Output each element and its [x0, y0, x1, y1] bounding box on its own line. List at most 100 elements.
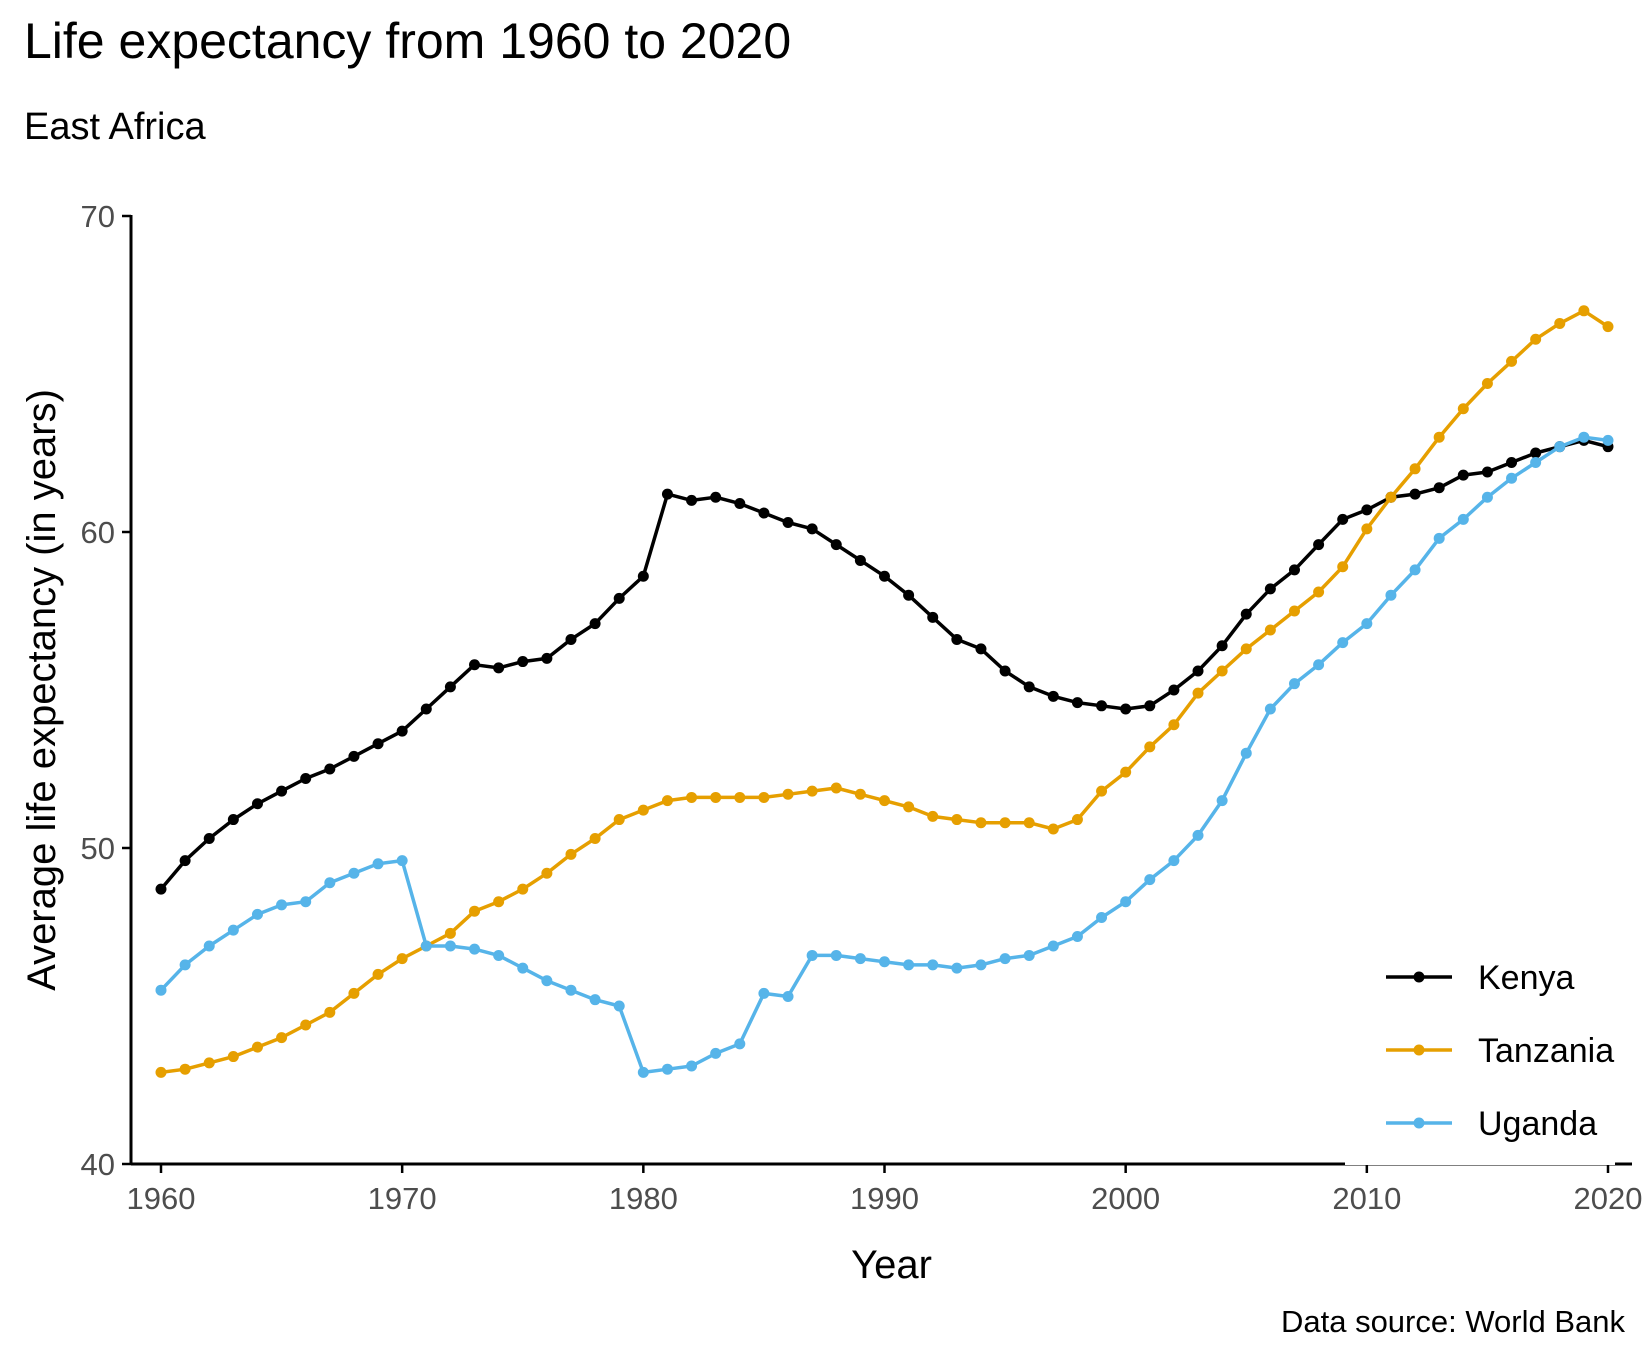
- data-point-uganda: [1506, 472, 1518, 484]
- data-point-uganda: [1023, 949, 1035, 961]
- y-tick-label: 50: [81, 831, 115, 866]
- data-point-tanzania: [758, 791, 770, 803]
- data-point-kenya: [975, 643, 987, 655]
- data-point-uganda: [806, 949, 818, 961]
- data-point-uganda: [1144, 874, 1156, 886]
- data-point-kenya: [686, 494, 698, 506]
- y-tick-label: 60: [81, 515, 115, 550]
- data-point-tanzania: [975, 817, 987, 829]
- data-point-kenya: [1337, 513, 1349, 525]
- data-point-tanzania: [493, 896, 505, 908]
- chart-caption: Data source: World Bank: [1281, 1304, 1626, 1339]
- data-point-kenya: [324, 763, 336, 775]
- data-point-tanzania: [1337, 561, 1349, 573]
- data-point-tanzania: [203, 1057, 215, 1069]
- data-point-uganda: [951, 962, 963, 974]
- x-tick-label: 1990: [850, 1181, 919, 1216]
- x-tick-label: 1960: [127, 1181, 196, 1216]
- data-point-kenya: [589, 618, 601, 630]
- data-point-tanzania: [1385, 491, 1397, 503]
- data-point-tanzania: [1023, 817, 1035, 829]
- data-point-kenya: [1530, 447, 1542, 459]
- data-point-kenya: [469, 659, 481, 671]
- data-point-tanzania: [903, 801, 915, 813]
- data-point-kenya: [1409, 488, 1421, 500]
- data-point-tanzania: [1602, 321, 1614, 333]
- data-point-tanzania: [1409, 463, 1421, 475]
- data-point-kenya: [637, 570, 649, 582]
- data-point-tanzania: [1288, 605, 1300, 617]
- data-point-kenya: [276, 785, 288, 797]
- data-point-kenya: [1433, 482, 1445, 494]
- data-point-kenya: [1071, 697, 1083, 709]
- legend-label: Kenya: [1478, 959, 1574, 997]
- legend-label: Tanzania: [1478, 1032, 1614, 1070]
- data-point-tanzania: [276, 1032, 288, 1044]
- data-point-tanzania: [396, 953, 408, 965]
- data-point-tanzania: [1554, 317, 1566, 329]
- data-point-kenya: [734, 498, 746, 510]
- data-point-uganda: [1554, 441, 1566, 453]
- data-point-tanzania: [1578, 305, 1590, 317]
- data-point-kenya: [251, 798, 263, 810]
- data-point-uganda: [227, 924, 239, 936]
- data-point-kenya: [1120, 703, 1132, 715]
- data-point-uganda: [1433, 532, 1445, 544]
- data-point-tanzania: [999, 817, 1011, 829]
- data-point-tanzania: [1120, 766, 1132, 778]
- data-point-tanzania: [854, 788, 866, 800]
- legend-item-uganda: Uganda: [1386, 1105, 1597, 1143]
- data-point-kenya: [348, 750, 360, 762]
- data-point-tanzania: [830, 782, 842, 794]
- data-point-uganda: [1047, 940, 1059, 952]
- data-point-kenya: [1457, 469, 1469, 481]
- data-point-tanzania: [1506, 355, 1518, 367]
- data-point-uganda: [517, 962, 529, 974]
- data-point-uganda: [734, 1038, 746, 1050]
- data-point-uganda: [975, 959, 987, 971]
- data-point-uganda: [324, 877, 336, 889]
- data-point-uganda: [782, 991, 794, 1003]
- data-point-kenya: [493, 662, 505, 674]
- data-point-tanzania: [661, 795, 673, 807]
- data-point-kenya: [1168, 684, 1180, 696]
- data-point-tanzania: [1192, 687, 1204, 699]
- legend: Kenya Tanzania Uganda: [1386, 959, 1614, 1143]
- data-point-tanzania: [613, 814, 625, 826]
- data-point-uganda: [1457, 513, 1469, 525]
- series-tanzania: [155, 305, 1614, 1078]
- data-point-uganda: [203, 940, 215, 952]
- data-point-uganda: [541, 975, 553, 987]
- data-point-kenya: [541, 652, 553, 664]
- data-point-uganda: [179, 959, 191, 971]
- legend-key-point: [1413, 1044, 1425, 1056]
- data-point-uganda: [493, 949, 505, 961]
- data-point-uganda: [999, 953, 1011, 965]
- data-point-uganda: [1313, 659, 1325, 671]
- data-point-kenya: [1264, 583, 1276, 595]
- x-tick-label: 1980: [609, 1181, 678, 1216]
- data-point-tanzania: [517, 883, 529, 895]
- data-point-kenya: [203, 833, 215, 845]
- data-point-uganda: [903, 959, 915, 971]
- data-point-kenya: [806, 523, 818, 535]
- axes: 1960 1970 1980 1990 2000 2010 2020 40 50 60 70: [81, 199, 1643, 1216]
- data-point-uganda: [300, 896, 312, 908]
- data-point-uganda: [1168, 855, 1180, 867]
- data-point-tanzania: [589, 833, 601, 845]
- series-uganda: [155, 431, 1614, 1078]
- data-point-uganda: [469, 943, 481, 955]
- data-point-uganda: [420, 940, 432, 952]
- data-point-uganda: [1578, 431, 1590, 443]
- data-point-tanzania: [1216, 665, 1228, 677]
- data-point-tanzania: [469, 905, 481, 917]
- legend-key-point: [1413, 1117, 1425, 1129]
- legend-item-tanzania: Tanzania: [1386, 1032, 1614, 1070]
- data-point-uganda: [444, 940, 456, 952]
- data-point-kenya: [613, 592, 625, 604]
- data-point-kenya: [420, 703, 432, 715]
- data-point-uganda: [1385, 589, 1397, 601]
- data-point-uganda: [637, 1066, 649, 1078]
- data-point-tanzania: [1096, 785, 1108, 797]
- data-point-uganda: [661, 1063, 673, 1075]
